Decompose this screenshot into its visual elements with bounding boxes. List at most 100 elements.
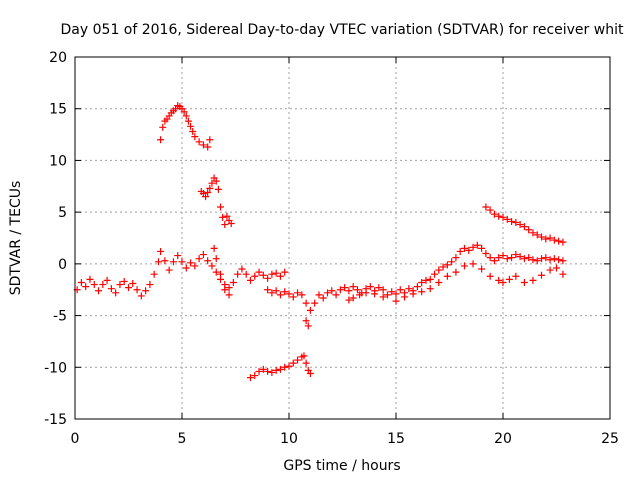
data-point (212, 255, 220, 263)
data-point (341, 284, 349, 292)
data-point (187, 122, 195, 130)
data-point (302, 359, 310, 367)
data-point (482, 250, 490, 258)
data-point (238, 265, 246, 273)
data-point (281, 363, 289, 371)
data-point (388, 288, 396, 296)
data-point (533, 257, 541, 265)
data-point (505, 275, 513, 283)
data-point (546, 234, 554, 242)
data-point (439, 263, 447, 271)
data-point (146, 281, 154, 289)
data-point (431, 270, 439, 278)
x-axis-label: GPS time / hours (283, 458, 400, 474)
x-tick-label: 25 (601, 431, 619, 447)
data-point (223, 212, 231, 220)
x-tick-label: 10 (280, 431, 298, 447)
data-point (401, 293, 409, 301)
data-point (150, 270, 158, 278)
data-point (116, 281, 124, 289)
data-point (272, 366, 280, 374)
data-point (204, 143, 212, 151)
data-point (264, 367, 272, 375)
data-point (452, 254, 460, 262)
data-point (174, 252, 182, 260)
data-point (478, 244, 486, 252)
data-point (242, 270, 250, 278)
data-point (178, 258, 186, 266)
data-point (217, 270, 225, 278)
data-point (276, 365, 284, 373)
data-point (294, 289, 302, 297)
data-point (525, 226, 533, 234)
data-point (336, 286, 344, 294)
data-point (418, 278, 426, 286)
data-point (486, 272, 494, 280)
data-point (495, 212, 503, 220)
data-point (426, 285, 434, 293)
y-tick-label: -5 (53, 309, 67, 325)
data-point (221, 221, 229, 229)
data-point (396, 286, 404, 294)
data-point (276, 272, 284, 280)
data-point (473, 241, 481, 249)
data-point (516, 221, 524, 229)
data-point (418, 288, 426, 296)
x-tick-label: 20 (494, 431, 512, 447)
data-point (362, 289, 370, 297)
data-point (546, 266, 554, 274)
data-point (289, 359, 297, 367)
data-point (221, 286, 229, 294)
data-point (559, 238, 567, 246)
y-tick-label: 0 (58, 257, 67, 273)
data-point (525, 254, 533, 262)
data-point (559, 270, 567, 278)
data-point (208, 179, 216, 187)
data-point (272, 269, 280, 277)
data-point (199, 251, 207, 259)
data-point (154, 258, 162, 266)
data-point (379, 286, 387, 294)
y-axis-label: SDTVAR / TECUs (8, 181, 24, 296)
data-point (112, 289, 120, 297)
data-point (264, 274, 272, 282)
data-point (499, 278, 507, 286)
data-point (187, 259, 195, 267)
data-point (486, 206, 494, 214)
data-point (129, 280, 137, 288)
data-point (210, 244, 218, 252)
data-point (90, 281, 98, 289)
data-point (542, 235, 550, 243)
data-point (448, 258, 456, 266)
data-point (206, 136, 214, 144)
data-point (133, 286, 141, 294)
data-point (366, 283, 374, 291)
data-point (246, 374, 254, 382)
data-point (460, 262, 468, 270)
data-point (452, 268, 460, 276)
data-point (268, 270, 276, 278)
data-point (251, 272, 259, 280)
data-point (264, 286, 272, 294)
data-point (204, 188, 212, 196)
data-point (306, 306, 314, 314)
data-point (95, 287, 103, 295)
data-point (137, 292, 145, 300)
data-point (353, 286, 361, 294)
data-point (268, 289, 276, 297)
data-point (234, 270, 242, 278)
data-point (516, 253, 524, 261)
data-point (182, 264, 190, 272)
data-point (469, 260, 477, 268)
data-point (214, 185, 222, 193)
data-point (125, 284, 132, 292)
data-point (503, 215, 511, 223)
data-point (435, 266, 443, 274)
data-point (289, 293, 297, 301)
y-tick-label: -10 (44, 360, 67, 376)
data-point (311, 299, 319, 307)
grid (75, 57, 610, 419)
data-point (550, 255, 558, 263)
data-point (512, 218, 520, 226)
